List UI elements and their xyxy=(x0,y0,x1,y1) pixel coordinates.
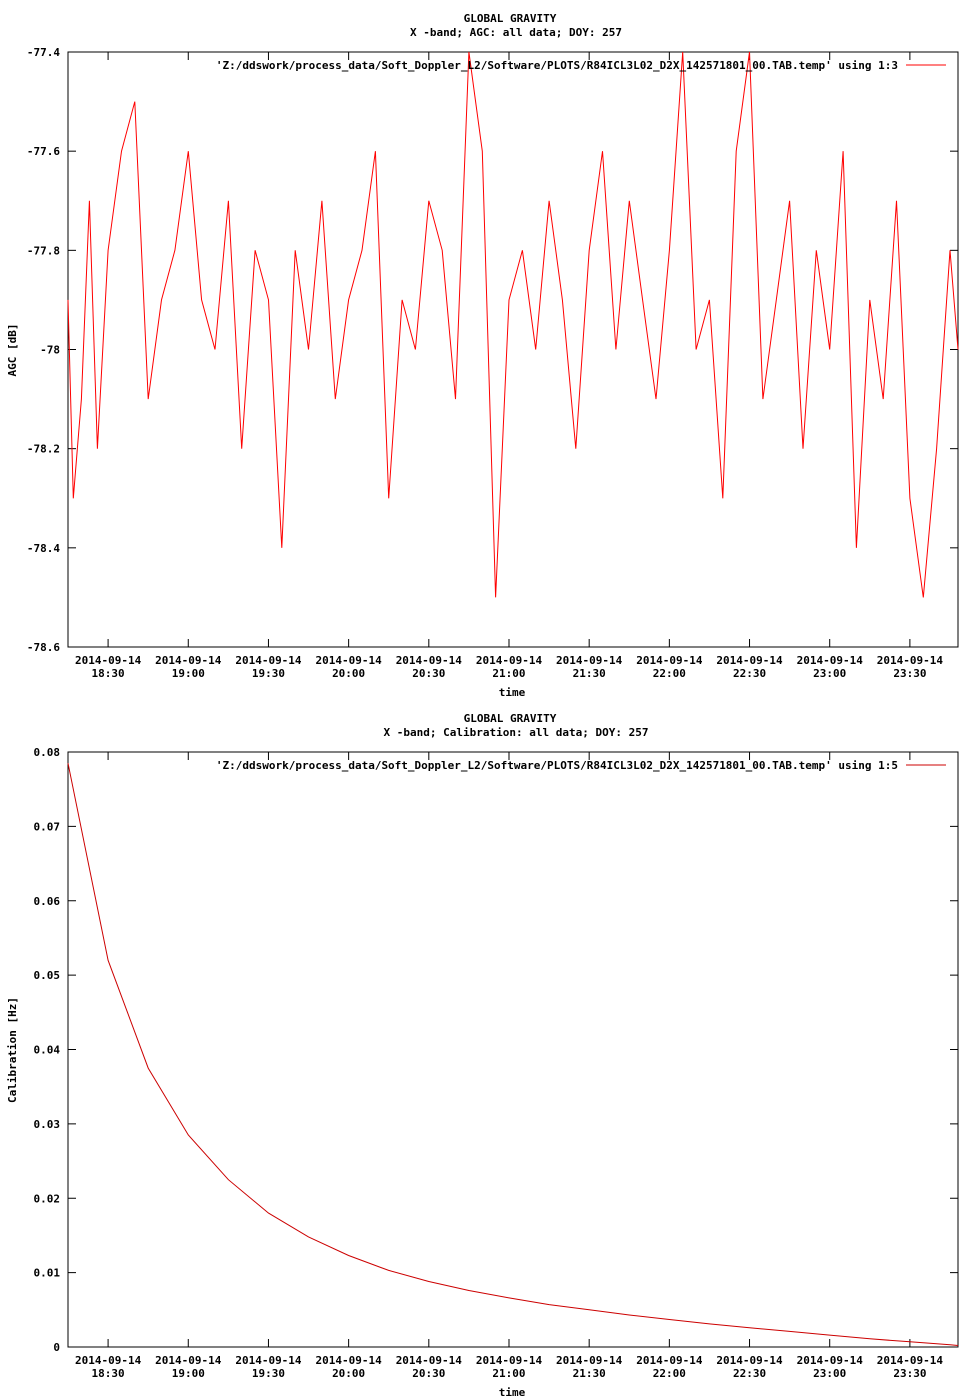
y-tick-label: -77.4 xyxy=(27,46,60,59)
x-tick-date: 2014-09-14 xyxy=(476,654,543,667)
y-tick-label: 0.06 xyxy=(34,895,61,908)
x-tick-time: 22:30 xyxy=(733,667,766,680)
x-tick-date: 2014-09-14 xyxy=(396,1354,463,1367)
x-tick-time: 22:00 xyxy=(653,667,686,680)
x-tick-date: 2014-09-14 xyxy=(877,654,944,667)
x-tick-date: 2014-09-14 xyxy=(396,654,463,667)
series-line xyxy=(67,51,959,598)
chart-title: GLOBAL GRAVITY xyxy=(464,12,557,25)
chart-subtitle: X -band; AGC: all data; DOY: 257 xyxy=(410,26,622,39)
x-tick-time: 20:00 xyxy=(332,1367,365,1380)
x-tick-time: 21:00 xyxy=(492,667,525,680)
x-tick-date: 2014-09-14 xyxy=(797,654,864,667)
x-tick-date: 2014-09-14 xyxy=(716,1354,783,1367)
legend-label: 'Z:/ddswork/process_data/Soft_Doppler_L2… xyxy=(216,59,898,72)
x-tick-date: 2014-09-14 xyxy=(155,1354,222,1367)
y-tick-label: 0.05 xyxy=(34,969,61,982)
legend-label: 'Z:/ddswork/process_data/Soft_Doppler_L2… xyxy=(216,759,898,772)
y-tick-label: 0.07 xyxy=(34,820,61,833)
x-tick-time: 21:30 xyxy=(573,1367,606,1380)
y-tick-label: -77.8 xyxy=(27,244,60,257)
x-tick-time: 21:00 xyxy=(492,1367,525,1380)
y-tick-label: 0.08 xyxy=(34,746,61,759)
x-tick-time: 23:30 xyxy=(893,667,926,680)
x-tick-time: 21:30 xyxy=(573,667,606,680)
x-tick-date: 2014-09-14 xyxy=(316,1354,383,1367)
y-tick-label: -78.6 xyxy=(27,641,60,654)
y-tick-label: -78.4 xyxy=(27,542,60,555)
x-tick-date: 2014-09-14 xyxy=(476,1354,543,1367)
plot-area: -77.4 -77.6 -77.8 -78 -78.2 -78.4 -78.6 2014-09… xyxy=(27,46,959,680)
agc-chart: GLOBAL GRAVITY X -band; AGC: all data; D… xyxy=(6,12,959,699)
x-tick-time: 22:00 xyxy=(653,1367,686,1380)
y-axis-label: Calibration [Hz] xyxy=(6,997,19,1103)
x-tick-time: 19:30 xyxy=(252,667,285,680)
y-tick-label: 0.03 xyxy=(34,1118,61,1131)
calibration-chart: GLOBAL GRAVITY X -band; Calibration: all… xyxy=(6,712,959,1399)
plot-area: 0.08 0.07 0.06 0.05 0.04 0.03 0.02 0.01 0 2014-09… xyxy=(34,746,959,1380)
x-tick-date: 2014-09-14 xyxy=(797,1354,864,1367)
y-tick-label: -78.2 xyxy=(27,443,60,456)
x-tick-date: 2014-09-14 xyxy=(316,654,383,667)
x-tick-time: 20:30 xyxy=(412,1367,445,1380)
x-tick-time: 20:30 xyxy=(412,667,445,680)
y-tick-label: -77.6 xyxy=(27,145,60,158)
x-tick-date: 2014-09-14 xyxy=(556,1354,623,1367)
x-tick-date: 2014-09-14 xyxy=(636,654,703,667)
y-tick-label: 0 xyxy=(53,1341,60,1354)
x-tick-date: 2014-09-14 xyxy=(716,654,783,667)
x-tick-date: 2014-09-14 xyxy=(877,1354,944,1367)
x-axis-label: time xyxy=(499,686,526,699)
y-tick-label: 0.01 xyxy=(34,1267,61,1280)
x-tick-date: 2014-09-14 xyxy=(75,654,142,667)
y-axis-label: AGC [dB] xyxy=(6,324,19,377)
x-tick-date: 2014-09-14 xyxy=(636,1354,703,1367)
x-tick-time: 19:30 xyxy=(252,1367,285,1380)
x-tick-date: 2014-09-14 xyxy=(235,654,302,667)
x-tick-time: 18:30 xyxy=(92,667,125,680)
chart-subtitle: X -band; Calibration: all data; DOY: 257 xyxy=(384,726,649,739)
x-tick-time: 23:00 xyxy=(813,1367,846,1380)
x-tick-date: 2014-09-14 xyxy=(556,654,623,667)
x-tick-date: 2014-09-14 xyxy=(155,654,222,667)
chart-title: GLOBAL GRAVITY xyxy=(464,712,557,725)
x-axis-label: time xyxy=(499,1386,526,1399)
x-tick-date: 2014-09-14 xyxy=(75,1354,142,1367)
y-tick-label: 0.02 xyxy=(34,1192,61,1205)
x-tick-date: 2014-09-14 xyxy=(235,1354,302,1367)
x-tick-time: 20:00 xyxy=(332,667,365,680)
y-tick-label: -78 xyxy=(40,344,60,357)
series-line xyxy=(67,763,959,1346)
x-tick-time: 22:30 xyxy=(733,1367,766,1380)
plot-frame xyxy=(67,751,959,1348)
x-tick-time: 19:00 xyxy=(172,1367,205,1380)
x-tick-time: 23:00 xyxy=(813,667,846,680)
x-tick-time: 18:30 xyxy=(92,1367,125,1380)
y-tick-label: 0.04 xyxy=(34,1044,61,1057)
x-tick-time: 23:30 xyxy=(893,1367,926,1380)
x-tick-time: 19:00 xyxy=(172,667,205,680)
plot-frame xyxy=(67,51,959,648)
